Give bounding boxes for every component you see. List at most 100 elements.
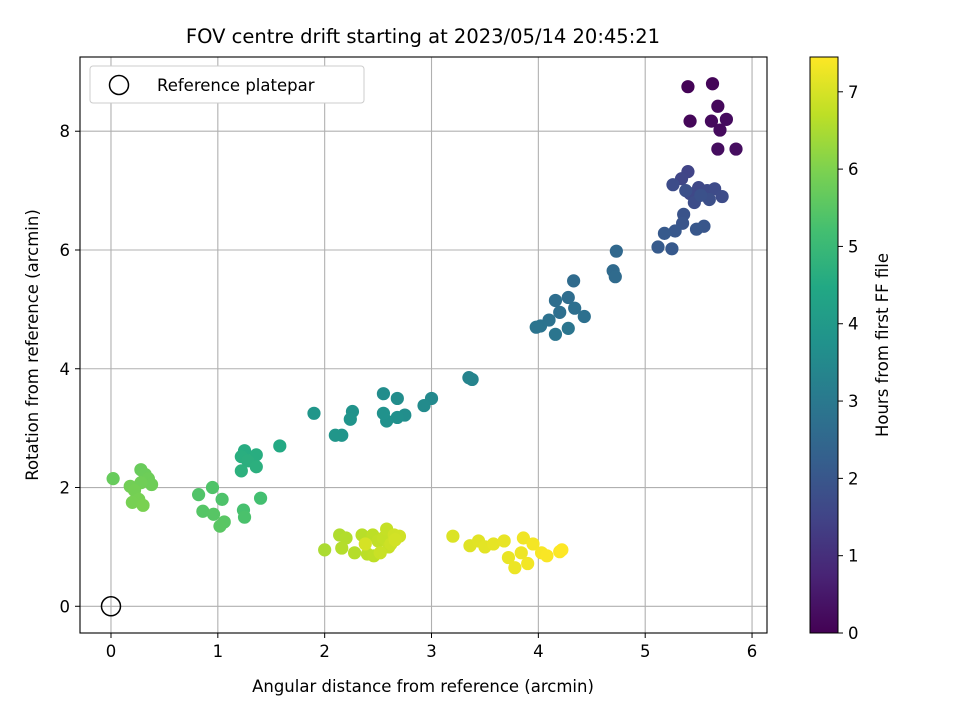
legend: Reference platepar [89, 65, 365, 104]
data-point [213, 519, 227, 533]
data-point [516, 531, 530, 545]
colorbar-tick-label: 4 [848, 315, 859, 334]
data-point [417, 398, 431, 413]
data-point [390, 391, 404, 406]
x-tick-label: 1 [213, 642, 224, 661]
grid [80, 57, 767, 633]
colorbar-tick-label: 5 [848, 237, 859, 256]
data-point [339, 531, 353, 545]
data-point [608, 270, 622, 284]
data-point [567, 274, 581, 288]
y-tick-label: 0 [60, 597, 71, 616]
data-point [521, 556, 535, 571]
y-tick-label: 2 [60, 479, 71, 498]
data-point [679, 184, 693, 198]
data-point [215, 492, 229, 506]
data-point [390, 410, 404, 425]
data-point [694, 188, 708, 202]
data-point [705, 77, 720, 91]
data-point [508, 561, 522, 575]
data-point [125, 495, 139, 509]
data-point [191, 488, 206, 502]
colorbar-ticks: 0 1 2 3 4 5 6 7 [838, 83, 859, 643]
data-point [347, 546, 362, 560]
data-point [446, 529, 460, 543]
colorbar-label: Hours from first FF file [873, 253, 892, 437]
x-tick-label: 2 [319, 642, 330, 661]
data-point [548, 327, 563, 341]
y-tick-label: 4 [60, 360, 71, 379]
data-point [249, 460, 263, 474]
data-point [719, 112, 733, 126]
y-tick-label: 8 [60, 122, 71, 141]
reference-point [100, 596, 122, 617]
data-points [100, 77, 743, 617]
data-point [540, 549, 554, 563]
colorbar-tick-label: 6 [848, 160, 859, 179]
data-point [577, 309, 591, 324]
colorbar-tick-label: 7 [848, 83, 859, 102]
data-point [526, 537, 540, 551]
data-point [335, 541, 349, 555]
x-tick-label: 0 [106, 642, 117, 661]
x-tick-label: 4 [533, 642, 544, 661]
data-point [205, 480, 220, 495]
data-point [711, 99, 725, 113]
data-point [206, 507, 221, 521]
data-point [715, 189, 729, 204]
data-point [318, 543, 332, 557]
data-point [501, 550, 516, 565]
data-point [273, 439, 287, 453]
y-tick-label: 6 [60, 241, 71, 260]
data-point [253, 491, 268, 505]
colorbar: 0 1 2 3 4 5 6 7 Hours from first FF file [809, 56, 892, 643]
x-tick-label: 3 [426, 642, 437, 661]
data-point [548, 293, 563, 308]
data-point [683, 114, 697, 128]
x-tick-label: 5 [640, 642, 651, 661]
data-point [668, 224, 682, 238]
y-axis-label: Rotation from reference (arcmin) [23, 209, 42, 481]
data-point [106, 472, 120, 486]
legend-marker [108, 74, 130, 96]
axis-ticks: 0 1 2 3 4 5 6 0 2 4 6 8 [60, 122, 758, 661]
data-point [529, 320, 543, 334]
data-point [711, 142, 725, 156]
data-point [376, 387, 391, 401]
data-point [555, 543, 569, 557]
data-point [657, 226, 672, 240]
data-point [136, 498, 150, 512]
data-point [665, 242, 679, 256]
data-point [497, 534, 511, 548]
data-point [514, 546, 528, 560]
plot-frame [79, 56, 768, 634]
data-point [561, 321, 575, 335]
data-point [307, 406, 321, 420]
data-point [234, 464, 248, 478]
chart-title: FOV centre drift starting at 2023/05/14 … [186, 25, 660, 48]
data-point [196, 504, 210, 518]
legend-label: Reference platepar [157, 76, 315, 95]
data-point [729, 142, 743, 156]
x-axis-label: Angular distance from reference (arcmin) [252, 677, 594, 696]
data-point [568, 301, 582, 315]
data-point [144, 477, 159, 492]
data-point [681, 80, 695, 94]
data-point [553, 305, 567, 319]
data-point [237, 510, 252, 524]
colorbar-gradient [809, 56, 839, 634]
colorbar-tick-label: 3 [848, 392, 859, 411]
legend-box [89, 65, 365, 104]
colorbar-tick-label: 1 [848, 547, 859, 566]
data-point [486, 537, 501, 551]
data-point [465, 372, 479, 387]
data-point [713, 123, 727, 137]
data-point [328, 428, 342, 442]
data-point [666, 178, 680, 192]
data-point [376, 406, 391, 420]
data-point [651, 240, 665, 254]
x-tick-label: 6 [747, 642, 758, 661]
data-point [561, 290, 575, 305]
data-point [704, 114, 719, 128]
